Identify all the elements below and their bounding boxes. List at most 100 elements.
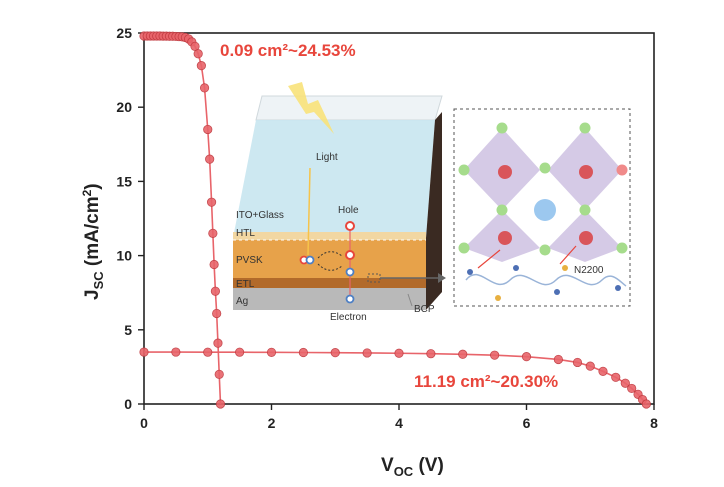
interaction-arrow	[477, 249, 501, 269]
y-tick-label: 0	[124, 396, 132, 412]
data-point	[209, 259, 219, 270]
data-point	[585, 361, 595, 371]
data-point	[330, 348, 340, 358]
data-point	[205, 154, 215, 164]
halide-sphere	[539, 244, 551, 256]
x-tick-label: 2	[268, 415, 276, 431]
polymer-atom	[562, 265, 568, 271]
halide-sphere	[579, 204, 591, 216]
data-point	[641, 399, 651, 409]
electron-label: Electron	[330, 312, 367, 323]
data-point	[266, 347, 277, 357]
y-tick-label: 10	[116, 248, 132, 264]
data-point	[171, 347, 181, 357]
electron-dot	[345, 267, 355, 277]
device-inset: Light ITO+Glass Hole HTL PVSK ETL Ag Ele…	[233, 82, 631, 323]
data-point	[572, 357, 583, 368]
exciton-electron	[305, 255, 315, 265]
data-point	[193, 49, 203, 59]
polymer-atom	[615, 285, 621, 291]
data-point	[620, 378, 630, 388]
halide-sphere	[579, 122, 591, 134]
ag-layer	[233, 288, 426, 310]
data-point	[210, 286, 220, 296]
y-tick-label: 15	[116, 173, 132, 189]
data-point	[627, 383, 637, 394]
device-side	[426, 112, 442, 310]
polymer-chain	[465, 273, 627, 287]
light-label: Light	[316, 152, 338, 163]
metal-sphere	[498, 231, 512, 245]
n2200-label: N2200	[574, 265, 604, 276]
data-point	[208, 228, 218, 238]
data-point	[199, 83, 210, 93]
halide-sphere	[616, 164, 628, 176]
x-tick-label: 6	[523, 415, 531, 431]
pvsk-layer	[233, 240, 426, 278]
x-axis-label: VOC (V)	[381, 455, 444, 479]
polymer-atom	[495, 295, 501, 301]
metal-sphere	[498, 165, 512, 179]
data-point	[298, 347, 308, 358]
data-point	[139, 347, 149, 357]
htl-layer	[233, 232, 426, 240]
polymer-atom	[513, 265, 519, 271]
hole-dot	[345, 250, 355, 260]
halide-sphere	[616, 242, 628, 254]
data-point	[490, 350, 500, 360]
cation-sphere	[534, 199, 556, 221]
halide-sphere	[539, 162, 551, 174]
y-tick-label: 5	[124, 322, 132, 338]
metal-sphere	[579, 231, 593, 245]
transfer-arrow	[317, 263, 343, 271]
halide-sphere	[458, 242, 470, 254]
x-tick-label: 0	[140, 415, 148, 431]
etl-label: ETL	[236, 279, 255, 290]
bcp-label: BCP	[414, 304, 435, 315]
data-point	[206, 197, 217, 207]
interaction-arrow	[559, 245, 577, 265]
data-point	[611, 372, 621, 382]
y-tick-label: 20	[116, 99, 132, 115]
data-point	[458, 349, 468, 359]
hole-label: Hole	[338, 205, 359, 216]
data-point	[196, 61, 206, 71]
zoom-arrow-head	[438, 273, 446, 283]
data-point	[598, 366, 608, 376]
etl-layer	[233, 278, 426, 288]
annotation-small-cell: 0.09 cm²~24.53%	[220, 41, 356, 60]
recombination-arrow	[317, 251, 343, 259]
ag-label: Ag	[236, 296, 248, 307]
hole-dot	[345, 221, 355, 231]
data-point	[203, 124, 213, 135]
polymer-atom	[467, 269, 473, 275]
data-point	[235, 347, 245, 357]
data-point	[215, 399, 226, 409]
electron-dot	[345, 294, 355, 304]
data-point	[213, 338, 223, 348]
htl-label: HTL	[236, 228, 255, 239]
halide-sphere	[496, 204, 508, 216]
pvsk-label: PVSK	[236, 255, 263, 266]
light-arrow	[307, 167, 311, 256]
annotation-module: 11.19 cm²~20.30%	[414, 372, 558, 391]
data-point	[553, 354, 563, 365]
x-tick-label: 4	[395, 415, 403, 431]
halide-sphere	[496, 122, 508, 134]
data-point	[394, 348, 404, 358]
y-tick-label: 25	[116, 25, 132, 41]
data-point	[362, 348, 372, 358]
metal-sphere	[579, 165, 593, 179]
ito-glass-label: ITO+Glass	[236, 210, 284, 221]
chart-marks: 0 2 4 6 8 0 5 10 15 20 25 VOC (V) JSC (mA/cm2) 0.09 c…	[80, 25, 658, 479]
y-axis-label: JSC (mA/cm2)	[80, 183, 106, 300]
lightning-icon	[288, 82, 334, 134]
polymer-atom	[554, 289, 560, 295]
halide-sphere	[458, 164, 470, 176]
data-point	[212, 308, 222, 319]
data-point	[521, 352, 532, 362]
data-point	[426, 349, 436, 359]
bcp-pointer	[407, 293, 413, 307]
data-point	[203, 347, 213, 357]
